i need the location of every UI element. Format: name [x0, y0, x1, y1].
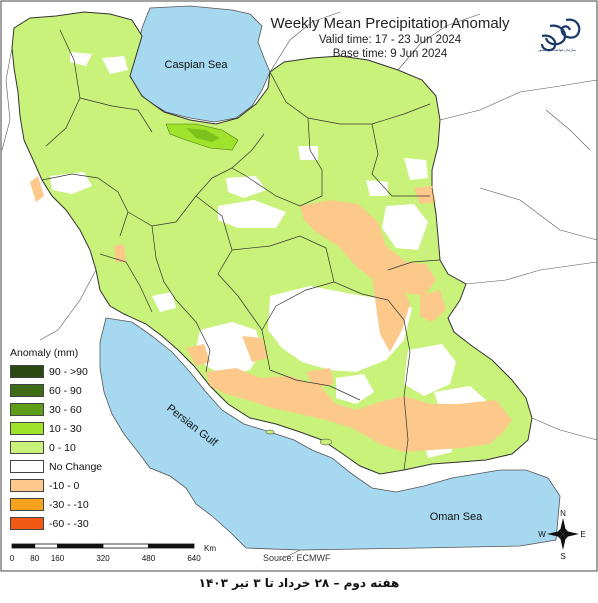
legend-row: No Change — [10, 457, 108, 476]
legend-row: 90 - >90 — [10, 362, 108, 381]
neighbor-borders — [1, 11, 598, 561]
province-boundaries — [41, 29, 441, 471]
dry-anomaly-patches — [30, 176, 512, 452]
legend-row: -10 - 0 — [10, 476, 108, 495]
scale-tick-label: 640 — [187, 554, 201, 563]
map-title: Weekly Mean Precipitation Anomaly — [270, 15, 510, 32]
legend-label: -30 - -10 — [49, 498, 89, 511]
compass-e: E — [580, 530, 585, 539]
compass-s: S — [560, 552, 565, 561]
scale-segment — [148, 543, 195, 549]
legend-swatch — [10, 384, 44, 397]
legend-swatch — [10, 517, 44, 530]
scale-segment — [102, 543, 149, 549]
legend-row: -30 - -10 — [10, 495, 108, 514]
scale-tick-label: 320 — [96, 554, 110, 563]
legend-swatch — [10, 441, 44, 454]
legend-swatch — [10, 460, 44, 473]
legend-row: 30 - 60 — [10, 400, 108, 419]
scale-bar: 0 80 160 320 480 640 Km — [10, 543, 216, 563]
compass-n: N — [560, 509, 566, 518]
caspian-sea-label: Caspian Sea — [165, 59, 229, 71]
valid-time: Valid time: 17 - 23 Jun 2024 — [318, 34, 462, 46]
anomaly-patch-30-60 — [186, 128, 220, 142]
compass-rose: N S E W — [538, 509, 585, 561]
legend-label: 90 - >90 — [49, 365, 88, 378]
legend-row: -60 - -30 — [10, 514, 108, 533]
legend-row: 0 - 10 — [10, 438, 108, 457]
persian-gulf — [99, 317, 561, 551]
legend-swatch — [10, 498, 44, 511]
meteorology-logo-icon — [540, 18, 581, 52]
legend-swatch — [10, 422, 44, 435]
title-block: Weekly Mean Precipitation Anomaly Valid … — [240, 14, 540, 61]
legend: Anomaly (mm) 90 - >90 60 - 90 30 - 60 10 - … — [10, 347, 108, 533]
legend-row: 60 - 90 — [10, 381, 108, 400]
compass-w: W — [538, 530, 546, 539]
legend-label: No Change — [49, 460, 103, 473]
base-time: Base time: 9 Jun 2024 — [332, 48, 448, 60]
legend-swatch — [10, 479, 44, 492]
scale-tick-label: 0 — [10, 554, 15, 563]
scale-unit: Km — [204, 544, 216, 553]
legend-title: Anomaly (mm) — [10, 347, 79, 359]
legend-row: 10 - 30 — [10, 419, 108, 438]
legend-swatch — [10, 403, 44, 416]
legend-label: 10 - 30 — [49, 422, 82, 435]
scale-segment — [57, 543, 104, 549]
legend-swatch — [10, 365, 44, 378]
iran-landmass — [11, 11, 533, 475]
scale-segment — [34, 543, 58, 549]
oman-sea-label: Oman Sea — [430, 511, 483, 523]
legend-label: 30 - 60 — [49, 403, 82, 416]
source-credit: Source: ECMWF — [263, 553, 331, 563]
logo-caption: سازمان هواشناسی کشور — [538, 48, 576, 52]
gulf-islands — [265, 429, 333, 446]
footer-date-range: هفته دوم – ۲۸ خرداد تا ۳ تیر ۱۴۰۳ — [198, 576, 400, 590]
scale-tick-label: 480 — [142, 554, 156, 563]
legend-label: 60 - 90 — [49, 384, 82, 397]
legend-label: -10 - 0 — [49, 479, 80, 492]
scale-segment — [11, 543, 36, 549]
legend-label: 0 - 10 — [49, 441, 76, 454]
legend-label: -60 - -30 — [49, 517, 89, 530]
scale-tick-label: 160 — [51, 554, 65, 563]
scale-tick-label: 80 — [30, 554, 39, 563]
